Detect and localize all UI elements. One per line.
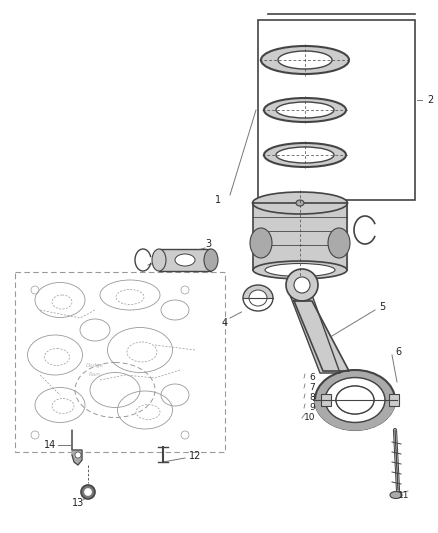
Ellipse shape (264, 98, 346, 122)
Ellipse shape (336, 386, 374, 414)
Ellipse shape (253, 261, 347, 279)
Polygon shape (72, 430, 82, 465)
Text: 9: 9 (309, 403, 315, 413)
Ellipse shape (261, 46, 349, 74)
Text: 10: 10 (304, 414, 316, 423)
Polygon shape (290, 295, 340, 373)
Ellipse shape (390, 491, 402, 498)
Polygon shape (315, 370, 395, 400)
Ellipse shape (204, 249, 218, 271)
Bar (15, 272, 225, 452)
Ellipse shape (264, 143, 346, 167)
Text: 8: 8 (309, 393, 315, 402)
Ellipse shape (276, 102, 334, 118)
Ellipse shape (250, 228, 272, 258)
Ellipse shape (286, 269, 318, 301)
Ellipse shape (152, 249, 166, 271)
Text: 12: 12 (189, 451, 201, 461)
Ellipse shape (294, 277, 310, 293)
Text: 1: 1 (215, 195, 221, 205)
Polygon shape (294, 301, 349, 371)
Text: 13: 13 (72, 498, 84, 508)
Ellipse shape (175, 254, 195, 266)
Bar (321, 394, 331, 406)
Text: 6: 6 (395, 347, 401, 357)
Ellipse shape (243, 285, 273, 311)
Bar (159, 249, 211, 271)
Ellipse shape (81, 485, 95, 499)
Text: 2: 2 (427, 95, 433, 105)
Ellipse shape (276, 147, 334, 163)
Polygon shape (253, 203, 347, 270)
Ellipse shape (75, 452, 81, 458)
Ellipse shape (328, 228, 350, 258)
Text: 6: 6 (309, 374, 315, 383)
Ellipse shape (278, 51, 332, 69)
Text: 11: 11 (398, 490, 410, 499)
Text: 14: 14 (44, 440, 56, 450)
Text: Ram: Ram (88, 373, 101, 377)
Text: 4: 4 (222, 318, 228, 328)
Ellipse shape (265, 263, 335, 277)
Bar (242, 298, 274, 314)
Ellipse shape (249, 290, 267, 306)
Text: 3: 3 (205, 239, 211, 249)
Text: Dodge: Dodge (86, 362, 104, 367)
Ellipse shape (85, 489, 92, 496)
Text: 5: 5 (379, 302, 385, 312)
Bar (258, 20, 415, 200)
Polygon shape (315, 400, 395, 430)
Bar (389, 394, 399, 406)
Ellipse shape (252, 192, 347, 214)
Text: 7: 7 (309, 384, 315, 392)
Ellipse shape (296, 200, 304, 206)
